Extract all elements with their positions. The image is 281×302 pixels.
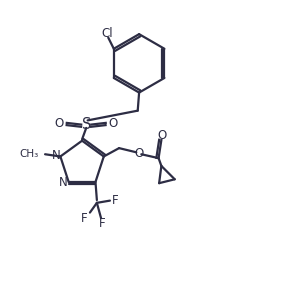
Text: CH₃: CH₃ [20,149,39,159]
Text: F: F [112,194,118,207]
Text: O: O [109,117,118,130]
Text: S: S [81,117,91,132]
Text: O: O [134,147,143,160]
Text: N: N [51,149,60,162]
Text: F: F [81,212,88,225]
Text: O: O [55,117,64,130]
Text: O: O [157,129,167,142]
Text: F: F [99,217,106,230]
Text: N: N [59,176,68,189]
Text: Cl: Cl [101,27,113,40]
